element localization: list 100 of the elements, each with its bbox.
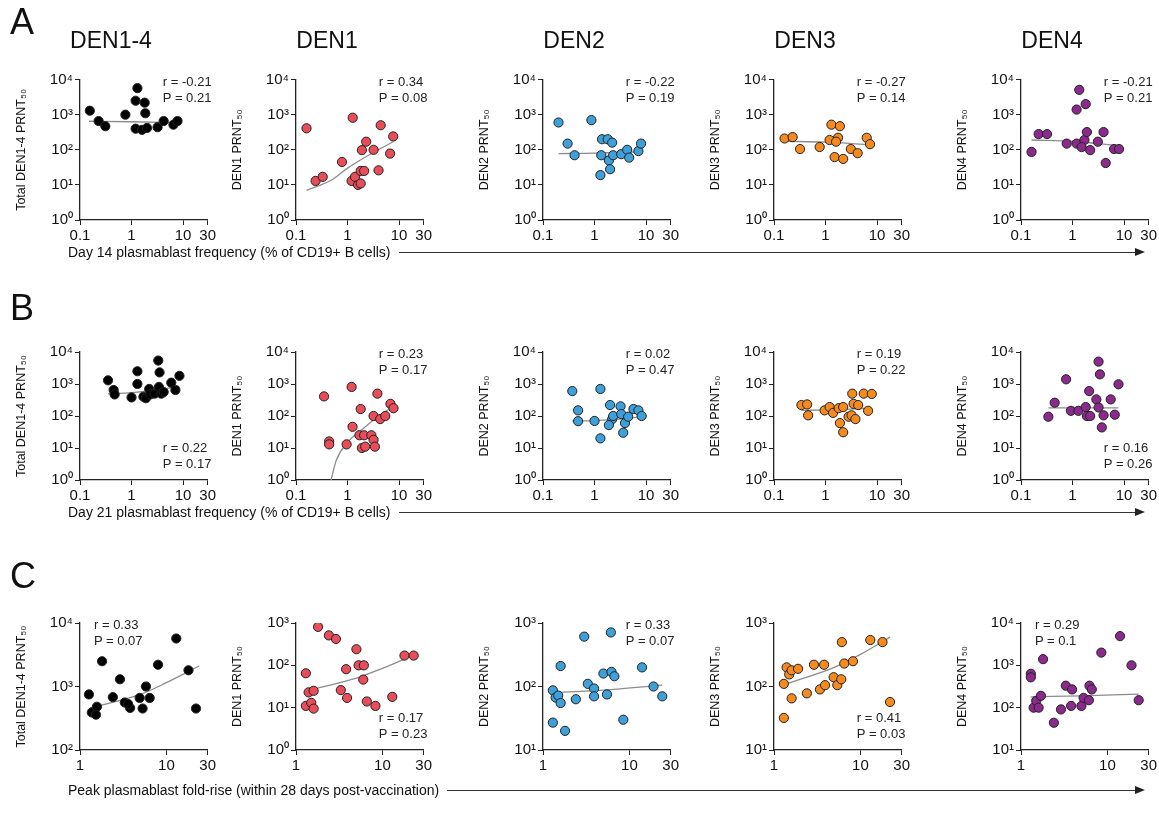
chart-title: DEN1-4 <box>70 27 153 54</box>
y-axis-title: DEN1 PRNT₅₀ <box>229 645 244 728</box>
x-tick-label: 1 <box>127 226 136 244</box>
y-tick-label: 10⁰ <box>745 470 767 488</box>
y-tick-label: 10⁰ <box>267 210 289 228</box>
x-axis-title: Day 21 plasmablast frequency (% of CD19+ B cells) <box>68 504 391 520</box>
x-tick-label: 10 <box>374 756 391 774</box>
y-tick-label: 10² <box>745 139 767 157</box>
x-tick-label: 10 <box>1115 226 1133 244</box>
y-axis-title: DEN3 PRNT₅₀ <box>707 375 722 457</box>
annotation: r = 0.23 <box>378 346 424 362</box>
x-tick-label: 1 <box>590 486 599 504</box>
y-tick-label: 10⁴ <box>265 342 289 360</box>
y-tick-label: 10³ <box>992 655 1014 673</box>
annotation: P = 0.17 <box>162 456 212 472</box>
x-tick-label: 10 <box>390 226 408 244</box>
y-tick-label: 10¹ <box>514 740 536 758</box>
x-tick-label: 10 <box>621 756 638 774</box>
annotation: P = 0.21 <box>162 89 212 105</box>
y-tick-label: 10⁰ <box>745 210 767 228</box>
x-tick-label: 30 <box>199 226 216 244</box>
x-tick-label: 10 <box>390 486 408 504</box>
y-tick-label: 10¹ <box>745 740 767 758</box>
y-tick-label: 10¹ <box>51 175 73 193</box>
x-tick-label: 1 <box>127 486 136 504</box>
text: C <box>10 555 36 596</box>
y-tick-label: 10² <box>992 697 1014 715</box>
y-tick-label: 10¹ <box>267 175 289 193</box>
x-tick-label: 0.1 <box>69 486 91 504</box>
y-tick-label: 10³ <box>51 104 73 122</box>
x-tick-label: 1 <box>769 756 779 774</box>
x-tick-label: 30 <box>415 226 432 244</box>
annotation: P = 0.17 <box>378 362 428 378</box>
y-tick-label: 10⁴ <box>512 342 536 360</box>
x-tick-label: 0.1 <box>532 226 554 244</box>
x-tick-label: 10 <box>637 226 655 244</box>
x-tick-label: 1 <box>1068 486 1077 504</box>
x-tick-label: 30 <box>1140 486 1157 504</box>
annotation: P = 0.21 <box>1103 89 1153 105</box>
y-tick-label: 10³ <box>992 374 1014 392</box>
x-tick-label: 0.1 <box>763 226 785 244</box>
y-tick-label: 10³ <box>267 104 289 122</box>
x-tick-label: 0.1 <box>532 486 554 504</box>
y-tick-label: 10¹ <box>745 438 767 456</box>
text: B <box>10 287 35 328</box>
y-tick-label: 10³ <box>745 104 767 122</box>
x-tick-label: 30 <box>415 756 432 774</box>
annotation: P = 0.07 <box>94 633 143 649</box>
annotation: P = 0.23 <box>378 726 428 742</box>
x-tick-label: 10 <box>637 486 655 504</box>
y-tick-label: 10² <box>514 139 536 157</box>
annotation: P = 0.14 <box>856 89 906 105</box>
annotation: r = 0.17 <box>378 710 424 726</box>
annotation: P = 0.22 <box>856 362 906 378</box>
y-axis-title: DEN4 PRNT₅₀ <box>954 375 969 457</box>
y-axis-title: Total DEN1-4 PRNT₅₀ <box>13 354 28 478</box>
annotation: P = 0.03 <box>856 726 906 742</box>
x-tick-label: 10 <box>1115 486 1133 504</box>
x-tick-label: 30 <box>1140 226 1157 244</box>
annotation: P = 0.08 <box>378 89 428 105</box>
y-tick-label: 10² <box>992 406 1014 424</box>
x-tick-label: 0.1 <box>69 226 91 244</box>
annotation: r = -0.21 <box>162 73 212 89</box>
y-tick-label: 10³ <box>514 374 536 392</box>
y-tick-label: 10² <box>745 676 767 694</box>
x-tick-label: 0.1 <box>1010 486 1032 504</box>
x-tick-label: 30 <box>893 756 910 774</box>
y-axis-title: DEN2 PRNT₅₀ <box>476 109 491 191</box>
annotation: P = 0.19 <box>625 89 675 105</box>
annotation: r = 0.33 <box>625 617 671 633</box>
y-tick-label: 10² <box>51 740 73 758</box>
y-tick-label: 10² <box>514 676 536 694</box>
x-tick-label: 30 <box>199 486 216 504</box>
x-axis-title: Peak plasmablast fold-rise (within 28 days post-vaccination) <box>68 782 440 798</box>
y-tick-label: 10³ <box>514 104 536 122</box>
y-axis-title: DEN3 PRNT₅₀ <box>707 645 722 728</box>
y-axis-title: DEN1 PRNT₅₀ <box>229 375 244 457</box>
y-tick-label: 10⁰ <box>51 210 73 228</box>
annotation: P = 0.1 <box>1035 633 1077 649</box>
x-tick-label: 1 <box>821 226 830 244</box>
x-tick-label: 10 <box>158 756 175 774</box>
y-tick-label: 10² <box>745 406 767 424</box>
y-tick-label: 10¹ <box>992 175 1014 193</box>
x-tick-label: 1 <box>343 226 352 244</box>
y-tick-label: 10³ <box>514 613 536 631</box>
x-tick-label: 30 <box>893 486 910 504</box>
y-tick-label: 10¹ <box>514 175 536 193</box>
y-tick-label: 10¹ <box>992 740 1014 758</box>
x-tick-label: 30 <box>893 226 910 244</box>
annotation: r = 0.33 <box>94 617 139 633</box>
annotation: r = 0.19 <box>856 346 902 362</box>
y-axis-title: DEN2 PRNT₅₀ <box>476 375 491 457</box>
annotation: r = 0.16 <box>1103 440 1149 456</box>
annotation: r = -0.22 <box>625 73 675 89</box>
x-tick-label: 30 <box>662 226 679 244</box>
y-tick-label: 10⁰ <box>51 470 73 488</box>
x-tick-label: 30 <box>199 756 216 774</box>
x-tick-label: 30 <box>415 486 432 504</box>
text: A <box>10 1 35 42</box>
y-tick-label: 10⁴ <box>990 342 1014 360</box>
